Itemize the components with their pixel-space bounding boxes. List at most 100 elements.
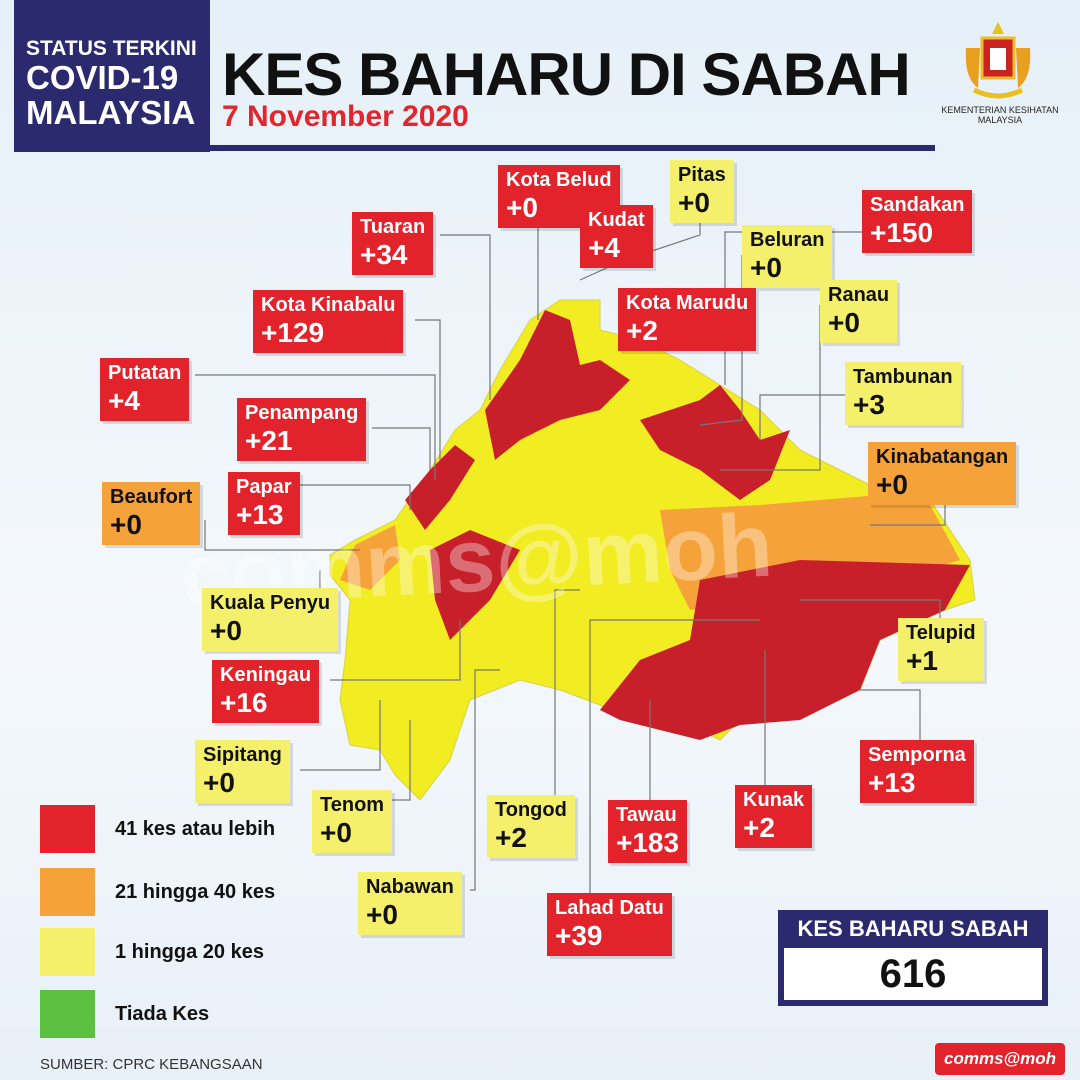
district-label-beaufort: Beaufort +0 xyxy=(102,482,201,546)
district-label-sandakan: Sandakan +150 xyxy=(862,190,973,254)
legend-label: 41 kes atau lebih xyxy=(115,817,276,840)
district-name: Kota Belud xyxy=(506,169,612,191)
status-line-1: STATUS TERKINI xyxy=(26,37,197,60)
status-line-2: COVID-19 xyxy=(26,59,179,96)
total-box: KES BAHARU SABAH 616 xyxy=(778,910,1048,1006)
district-name: Putatan xyxy=(108,362,182,384)
district-name: Sipitang xyxy=(203,744,282,766)
district-label-ranau: Ranau +0 xyxy=(820,280,898,344)
district-cases: +2 xyxy=(495,822,527,853)
district-label-tongod: Tongod +2 xyxy=(487,795,575,859)
district-label-kunak: Kunak +2 xyxy=(735,785,813,849)
district-label-kinabatangan: Kinabatangan +0 xyxy=(868,442,1017,506)
district-name: Tawau xyxy=(616,804,677,826)
status-line-3: MALAYSIA xyxy=(26,94,196,131)
district-cases: +0 xyxy=(110,509,142,540)
district-label-tenom: Tenom +0 xyxy=(312,790,393,854)
district-label-tuaran: Tuaran +34 xyxy=(352,212,434,276)
district-cases: +0 xyxy=(828,307,860,338)
district-cases: +129 xyxy=(261,317,325,348)
district-name: Tambunan xyxy=(853,366,953,388)
district-label-kudat: Kudat +4 xyxy=(580,205,653,269)
district-cases: +0 xyxy=(506,192,538,223)
district-cases: +0 xyxy=(203,767,235,798)
district-label-keningau: Keningau +16 xyxy=(212,660,320,724)
district-cases: +0 xyxy=(678,187,710,218)
date: 7 November 2020 xyxy=(222,100,469,133)
district-name: Beluran xyxy=(750,229,825,251)
total-value: 616 xyxy=(784,948,1042,1000)
district-cases: +0 xyxy=(750,252,782,283)
district-name: Sandakan xyxy=(870,194,965,216)
district-name: Kudat xyxy=(588,209,645,231)
district-name: Kuala Penyu xyxy=(210,592,331,614)
district-name: Tuaran xyxy=(360,216,426,238)
legend-item: Tiada Kes xyxy=(40,990,209,1038)
page-title: KES BAHARU DI SABAH xyxy=(222,41,911,108)
district-cases: +4 xyxy=(108,385,140,416)
district-name: Keningau xyxy=(220,664,312,686)
district-cases: +2 xyxy=(743,812,775,843)
legend-label: 1 hingga 20 kes xyxy=(115,940,264,963)
region-red-sandakan xyxy=(640,385,790,500)
district-label-kota-kinabalu: Kota Kinabalu +129 xyxy=(253,290,404,354)
district-name: Kinabatangan xyxy=(876,446,1009,468)
status-banner: STATUS TERKINI COVID-19 MALAYSIA xyxy=(14,0,210,152)
district-label-penampang: Penampang +21 xyxy=(237,398,367,462)
district-name: Kota Marudu xyxy=(626,292,749,314)
district-label-sipitang: Sipitang +0 xyxy=(195,740,290,804)
legend-label: 21 hingga 40 kes xyxy=(115,880,276,903)
district-name: Beaufort xyxy=(110,486,193,508)
district-cases: +34 xyxy=(360,239,408,270)
leader-lines xyxy=(195,212,946,893)
district-label-pitas: Pitas +0 xyxy=(670,160,734,224)
region-red-east xyxy=(600,560,970,740)
district-name: Lahad Datu xyxy=(555,897,664,919)
district-label-beluran: Beluran +0 xyxy=(742,225,833,289)
legend-item: 21 hingga 40 kes xyxy=(40,868,275,916)
district-name: Tenom xyxy=(320,794,385,816)
district-cases: +21 xyxy=(245,425,293,456)
district-label-papar: Papar +13 xyxy=(228,472,300,536)
district-cases: +0 xyxy=(210,615,242,646)
district-cases: +0 xyxy=(876,469,908,500)
legend-label: Tiada Kes xyxy=(115,1002,210,1025)
legend-swatch xyxy=(40,990,95,1038)
district-cases: +16 xyxy=(220,687,268,718)
region-red-west-coast xyxy=(405,445,475,530)
district-cases: +0 xyxy=(320,817,352,848)
legend-swatch xyxy=(40,868,95,916)
district-label-kuala-penyu: Kuala Penyu +0 xyxy=(202,588,339,652)
district-label-tawau: Tawau +183 xyxy=(608,800,688,864)
region-red-keningau xyxy=(430,530,520,640)
district-cases: +2 xyxy=(626,315,658,346)
coat-of-arms-icon xyxy=(965,22,1031,99)
district-cases: +150 xyxy=(870,217,934,248)
district-name: Pitas xyxy=(678,164,726,186)
region-red-kudat-marudu xyxy=(485,310,630,460)
region-orange-beaufort xyxy=(340,525,400,590)
district-name: Kunak xyxy=(743,789,805,811)
district-cases: +0 xyxy=(366,899,398,930)
legend-swatch xyxy=(40,805,95,853)
comms-badge: comms@moh xyxy=(935,1043,1065,1075)
district-cases: +4 xyxy=(588,232,620,263)
district-name: Penampang xyxy=(245,402,359,424)
district-label-semporna: Semporna +13 xyxy=(860,740,974,804)
district-label-nabawan: Nabawan +0 xyxy=(358,872,462,936)
ministry-name: KEMENTERIAN KESIHATAN MALAYSIA xyxy=(941,105,1059,125)
legend-item: 41 kes atau lebih xyxy=(40,805,275,853)
district-label-lahad-datu: Lahad Datu +39 xyxy=(547,893,672,957)
district-name: Papar xyxy=(236,476,292,498)
district-label-putatan: Putatan +4 xyxy=(100,358,190,422)
district-name: Nabawan xyxy=(366,876,454,898)
district-label-kota-marudu: Kota Marudu +2 xyxy=(618,288,757,352)
district-label-telupid: Telupid +1 xyxy=(898,618,984,682)
district-cases: +13 xyxy=(236,499,284,530)
divider xyxy=(210,145,935,151)
source: SUMBER: CPRC KEBANGSAAN xyxy=(40,1056,263,1073)
legend-item: 1 hingga 20 kes xyxy=(40,928,264,976)
district-name: Ranau xyxy=(828,284,890,306)
district-name: Semporna xyxy=(868,744,966,766)
